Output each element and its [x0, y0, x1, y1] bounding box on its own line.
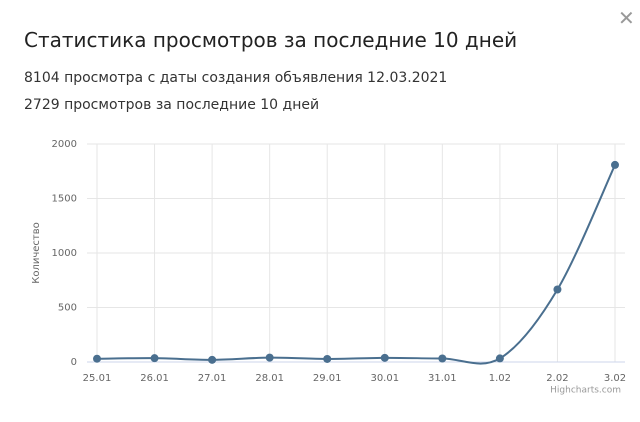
point [438, 354, 447, 363]
y-tick-label: 2000 [52, 139, 77, 150]
x-tick-label: 31.01 [428, 373, 457, 384]
x-tick-label: 29.01 [313, 373, 342, 384]
x-tick-label: 1.02 [489, 373, 511, 384]
y-tick-label: 500 [58, 303, 77, 314]
x-tick-label: 26.01 [140, 373, 169, 384]
stat-line: 8104 просмотра с даты создания объявлени… [24, 70, 448, 86]
y-axis-label: Количество [31, 222, 42, 284]
credits: Highcharts.com [550, 386, 621, 396]
x-tick-label: 30.01 [370, 373, 399, 384]
y-tick-label: 0 [71, 357, 77, 368]
point [495, 354, 504, 363]
stat-line: 2729 просмотров за последние 10 дней [24, 97, 320, 113]
y-tick-label: 1000 [52, 248, 77, 259]
point [150, 354, 159, 363]
close-button[interactable]: ✕ [618, 6, 635, 30]
x-tick-label: 28.01 [255, 373, 284, 384]
x-tick-label: 25.01 [83, 373, 112, 384]
point [611, 160, 619, 169]
point [93, 354, 101, 363]
x-tick-label: 3.02 [604, 373, 626, 384]
point [323, 354, 332, 363]
line [96, 164, 616, 365]
y-tick-label: 1500 [52, 194, 77, 205]
modal-title: Статистика просмотров за последние 10 дн… [24, 28, 518, 52]
point [553, 285, 562, 294]
point [380, 353, 389, 362]
point [208, 355, 217, 364]
point [265, 353, 274, 362]
x-tick-label: 2.02 [546, 373, 568, 384]
x-tick-label: 27.01 [198, 373, 227, 384]
